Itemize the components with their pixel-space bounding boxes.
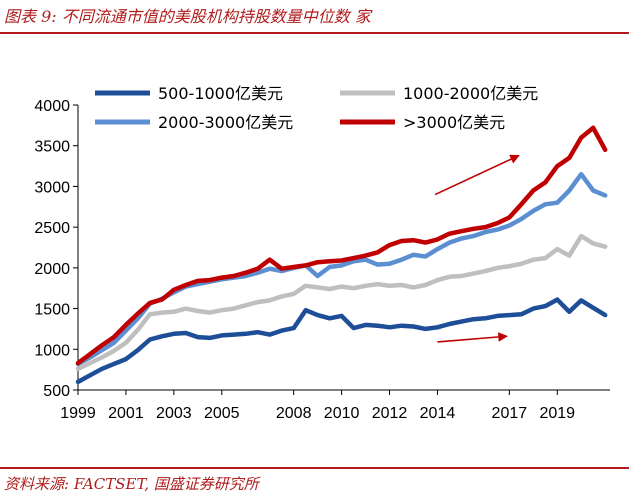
source-rule — [0, 467, 629, 469]
figure-caption: 图表 9: 不同流通市值的美股机构持股数量中位数 家 — [4, 7, 371, 26]
y-tick-label: 4000 — [34, 98, 70, 115]
caption-rule — [0, 32, 629, 34]
series-line-3 — [75, 125, 608, 366]
y-tick-label: 2000 — [34, 261, 70, 278]
x-tick-label: 2019 — [539, 405, 575, 422]
x-tick-label: 2003 — [156, 405, 192, 422]
y-tick-label: 3500 — [34, 139, 70, 156]
x-tick-label: 2014 — [420, 405, 456, 422]
y-tick-label: 1000 — [34, 342, 70, 359]
trend-arrow-0 — [434, 154, 520, 196]
y-tick-label: 3000 — [34, 179, 70, 196]
x-tick-label: 2010 — [324, 405, 360, 422]
y-tick-label: 500 — [43, 383, 70, 400]
x-tick-label: 2001 — [108, 405, 144, 422]
legend-label-3: >3000亿美元 — [403, 113, 505, 132]
x-tick-label: 2008 — [276, 405, 312, 422]
x-tick-label: 2017 — [492, 405, 528, 422]
x-tick-label: 1999 — [60, 405, 96, 422]
legend-label-1: 1000-2000亿美元 — [403, 84, 538, 103]
trend-arrow-1 — [437, 332, 508, 343]
series-line-0 — [75, 297, 608, 385]
legend-label-2: 2000-3000亿美元 — [158, 113, 293, 132]
source-note: 资料来源: FACTSET, 国盛证券研究所 — [4, 475, 259, 493]
legend-label-0: 500-1000亿美元 — [158, 84, 283, 103]
x-tick-label: 2012 — [372, 405, 408, 422]
series-line-1 — [75, 233, 608, 372]
y-tick-label: 1500 — [34, 302, 70, 319]
y-tick-label: 2500 — [34, 220, 70, 237]
x-tick-label: 2005 — [204, 405, 240, 422]
